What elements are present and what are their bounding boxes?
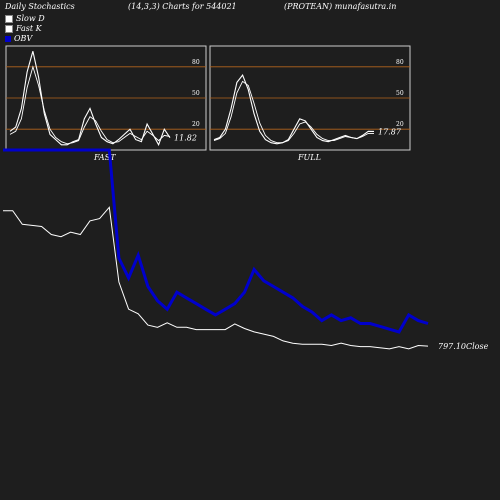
legend-slow-d-label: Slow D	[16, 14, 45, 23]
fast-series-fast-k	[9, 51, 171, 147]
fast-ytick-50: 50	[192, 90, 200, 97]
price-close-line	[3, 206, 429, 350]
chart-type-title: Daily Stochastics	[5, 2, 75, 11]
fast-series-slow-d	[9, 65, 171, 145]
fast-panel-label: FAST	[93, 153, 116, 162]
legend-obv-swatch	[5, 35, 11, 42]
obv-line	[3, 148, 429, 334]
legend-fast-k-label: Fast K	[16, 24, 42, 33]
legend-obv-label: OBV	[14, 34, 33, 43]
legend-slow-d: Slow D	[5, 14, 45, 23]
full-panel-label: FULL	[297, 153, 321, 162]
fast-ytick-80: 80	[192, 59, 200, 66]
fast-ytick-20: 20	[192, 121, 200, 128]
close-last-value-label: 797.10Close	[438, 342, 489, 351]
chart-params-title: (14,3,3) Charts for 544021	[128, 2, 237, 11]
full-ytick-20: 20	[396, 121, 404, 128]
legend-fast-k: Fast K	[5, 24, 42, 33]
full-ytick-80: 80	[396, 59, 404, 66]
legend-obv: OBV	[5, 34, 32, 43]
full-series-full-d	[213, 80, 374, 144]
legend-fast-k-swatch	[5, 24, 13, 33]
full-series-full-k	[213, 74, 375, 145]
full-last-value-label: 17.87	[378, 127, 402, 136]
ticker-source-title: (PROTEAN) munafasutra.in	[284, 2, 397, 11]
fast-last-value-label: 11.82	[174, 134, 197, 143]
full-ytick-50: 50	[396, 90, 404, 97]
legend-slow-d-swatch	[5, 14, 13, 23]
